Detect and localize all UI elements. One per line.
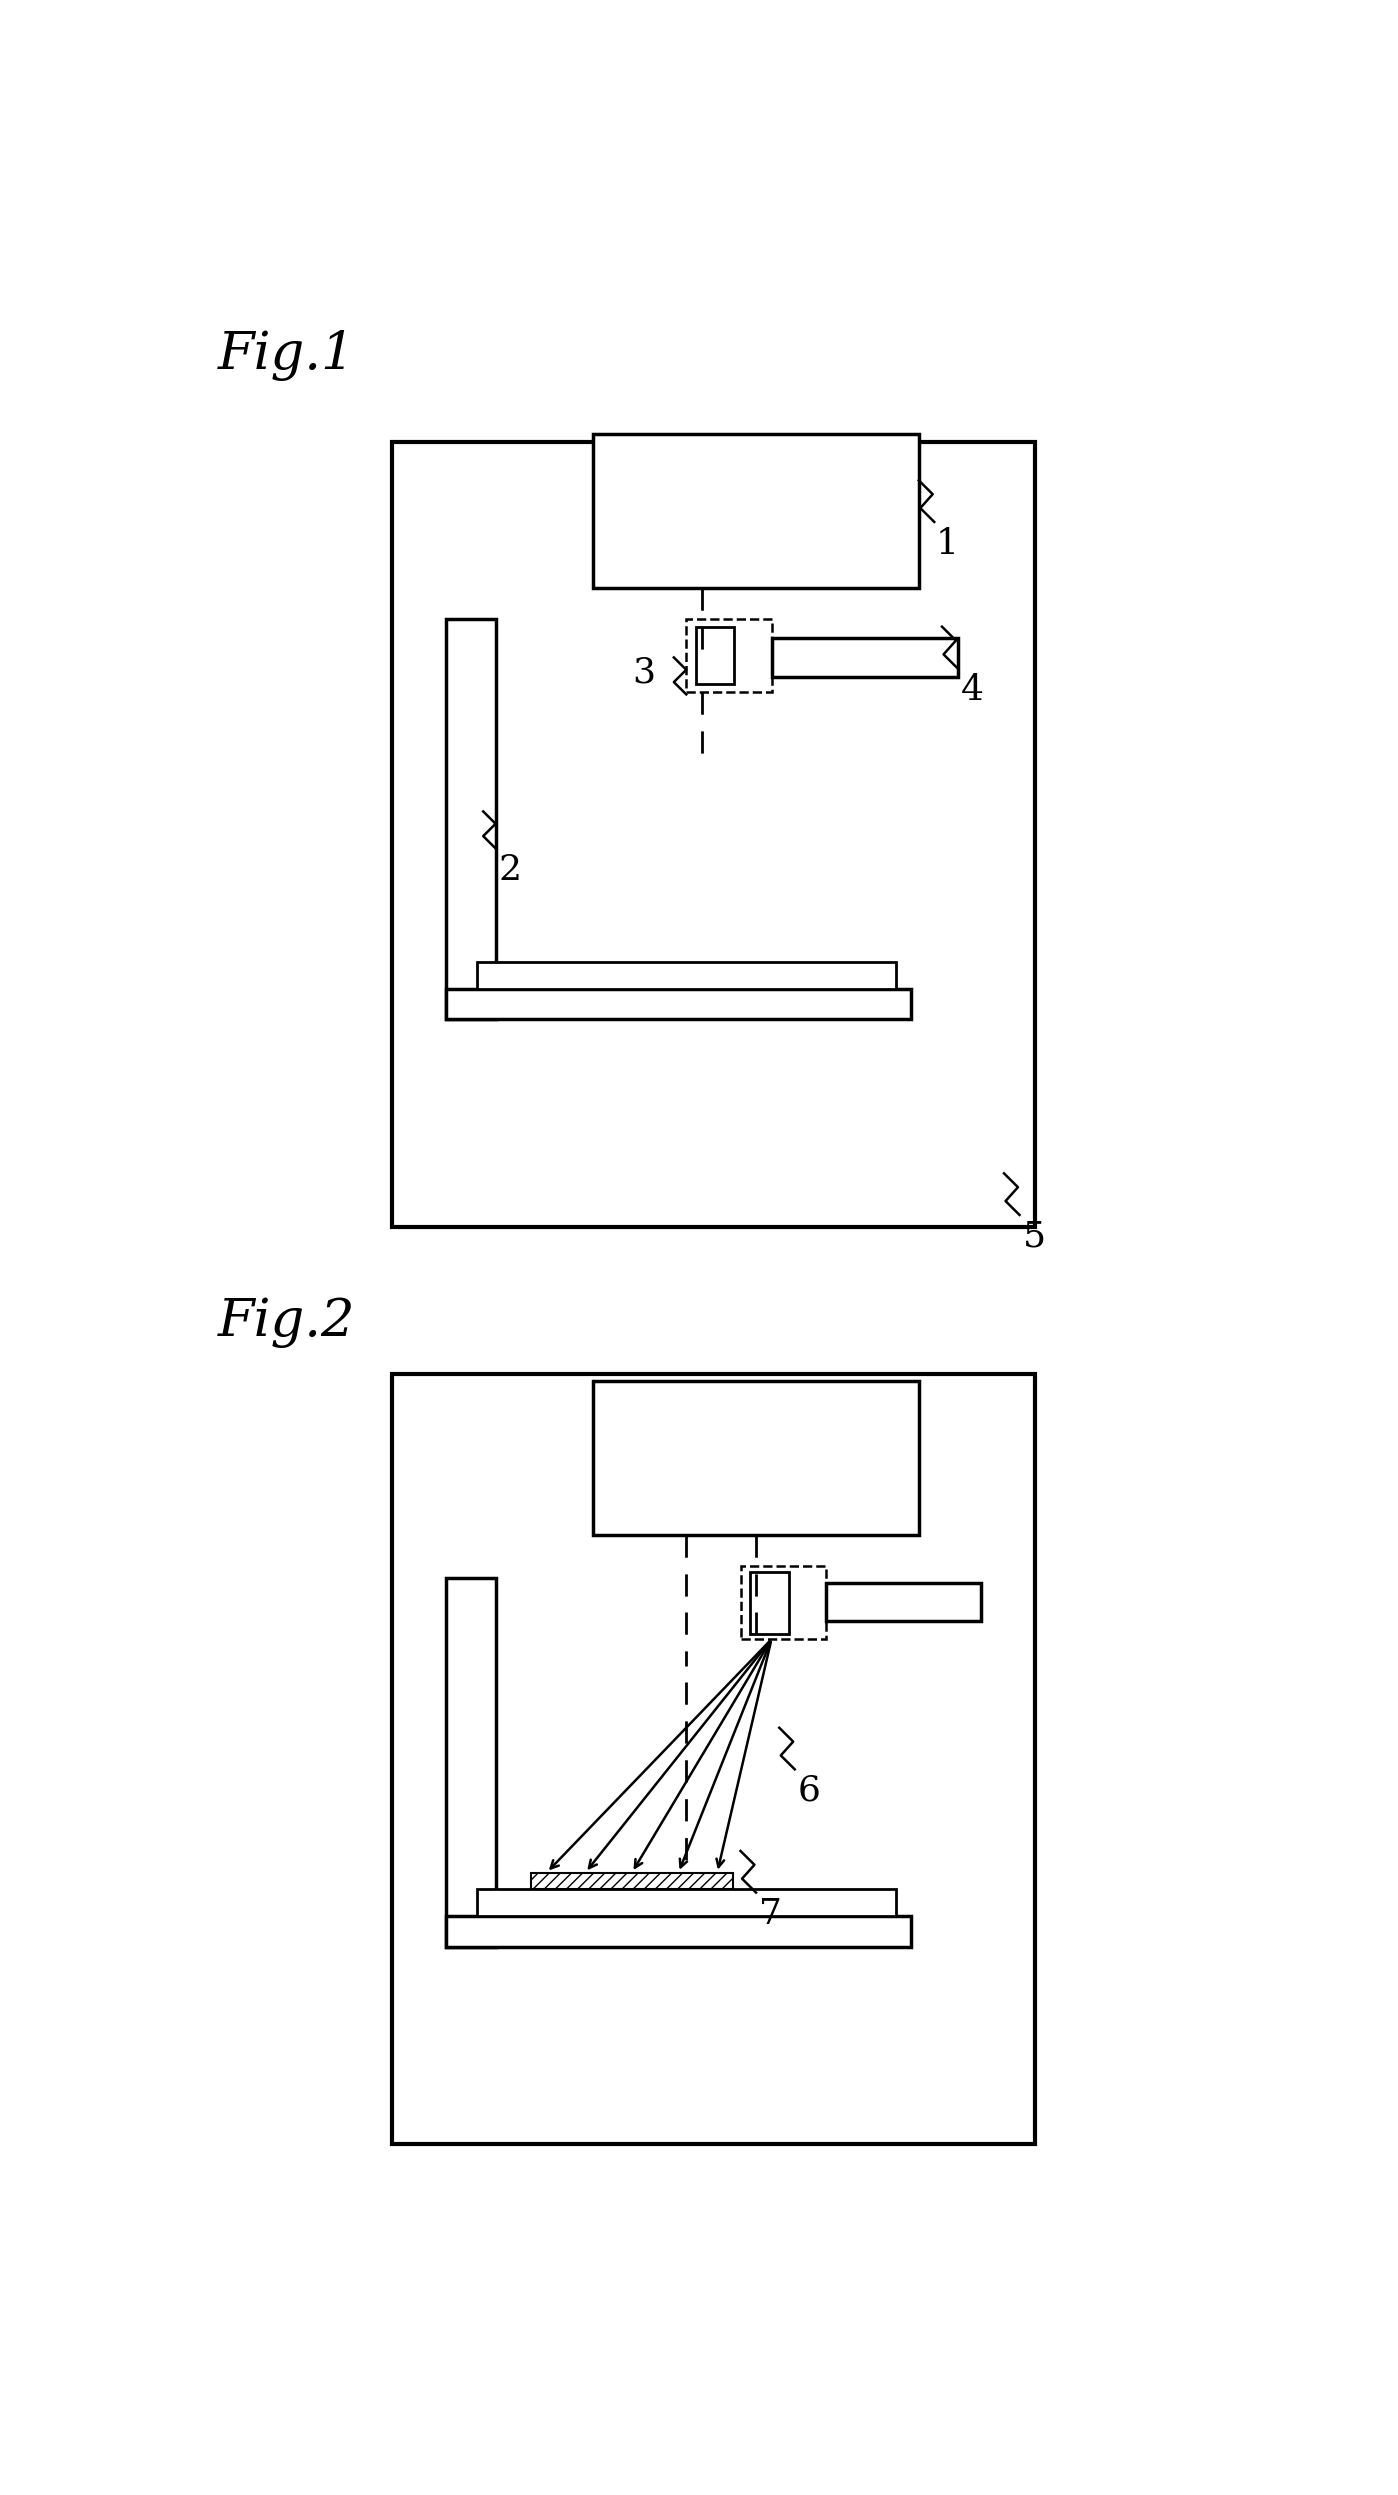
Bar xyxy=(446,1916,911,1946)
Bar xyxy=(531,1874,733,1889)
Bar xyxy=(696,626,734,684)
Text: 6: 6 xyxy=(798,1774,821,1809)
Bar xyxy=(391,442,1035,1228)
Text: 2: 2 xyxy=(499,853,521,888)
Text: 5: 5 xyxy=(1022,1220,1046,1252)
Text: 7: 7 xyxy=(759,1896,781,1931)
Text: 3: 3 xyxy=(632,656,656,689)
Text: 4: 4 xyxy=(960,674,984,706)
Bar xyxy=(826,1582,981,1622)
Bar xyxy=(477,961,896,988)
Bar xyxy=(741,1567,826,1639)
Text: Fig.1: Fig.1 xyxy=(217,329,355,382)
Bar xyxy=(446,988,911,1020)
Bar xyxy=(749,1572,788,1634)
Bar xyxy=(593,1382,918,1534)
Bar xyxy=(477,1889,896,1916)
Bar xyxy=(593,434,918,589)
Bar xyxy=(446,619,496,1020)
Text: 1: 1 xyxy=(935,526,959,561)
Text: Fig.2: Fig.2 xyxy=(217,1297,355,1347)
Bar xyxy=(391,1375,1035,2143)
Bar xyxy=(772,639,958,676)
Bar xyxy=(446,1577,496,1946)
Bar xyxy=(686,619,772,691)
